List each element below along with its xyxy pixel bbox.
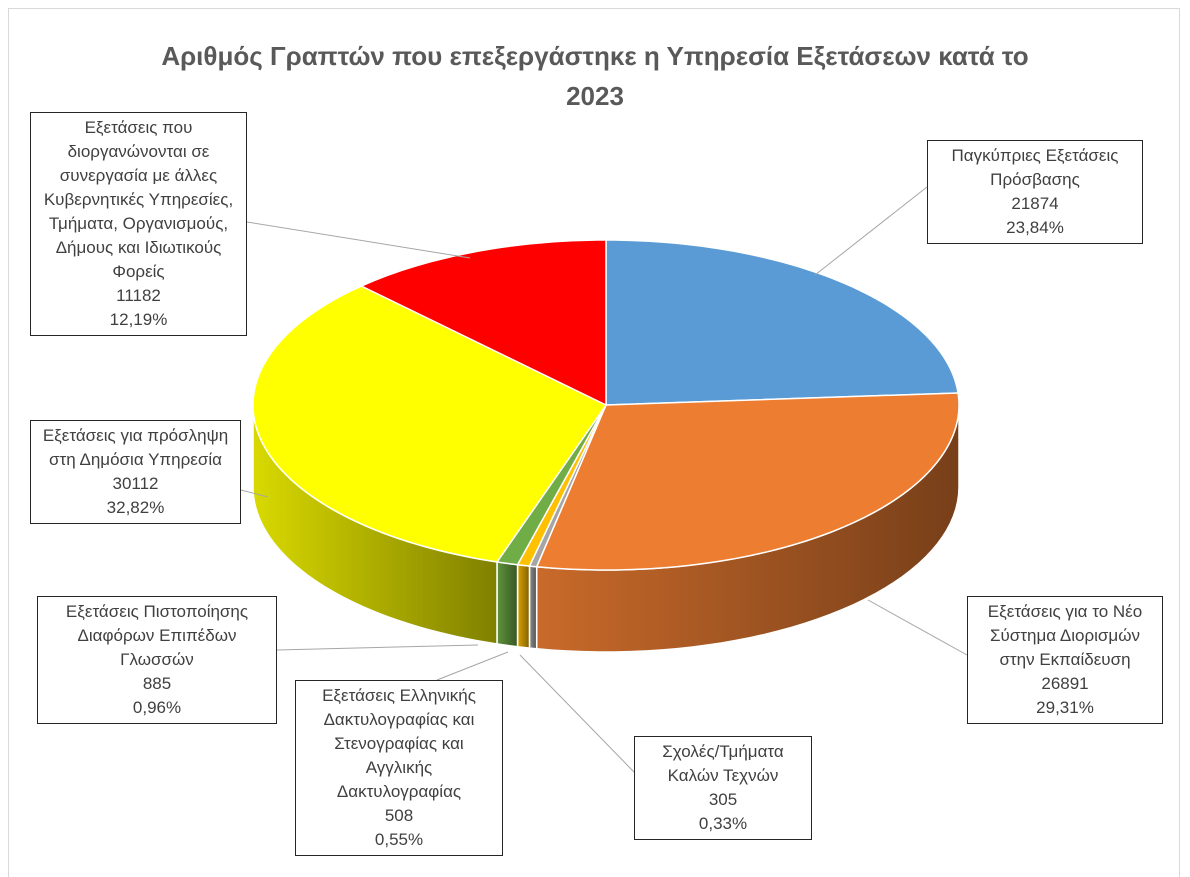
label-percent: 29,31% xyxy=(1036,698,1094,717)
label-name: Παγκύπριες Εξετάσεις Πρόσβασης xyxy=(951,146,1119,189)
data-label: Εξετάσεις που διοργανώνονται σε συνεργασ… xyxy=(30,112,247,336)
slice-side xyxy=(496,561,519,648)
data-label: Παγκύπριες Εξετάσεις Πρόσβασης 21874 23,84… xyxy=(927,140,1143,244)
label-value: 30112 xyxy=(112,474,159,493)
slice xyxy=(359,239,607,407)
label-name: Εξετάσεις για πρόσληψη στη Δημόσια Υπηρε… xyxy=(42,426,229,469)
slice xyxy=(535,392,960,571)
label-value: 508 xyxy=(384,806,414,825)
label-percent: 0,96% xyxy=(132,698,182,717)
slice xyxy=(252,285,608,563)
label-name: Εξετάσεις Πιστοποίησης Διαφόρων Επιπέδων… xyxy=(65,602,249,669)
label-percent: 32,82% xyxy=(106,498,165,517)
chart-frame xyxy=(8,8,1180,877)
data-label: Εξετάσεις Ελληνικής Δακτυλογραφίας και Σ… xyxy=(295,680,503,856)
chart-title: Αριθμός Γραπτών που επεξεργάστηκε η Υπηρ… xyxy=(161,41,1029,111)
leader-line xyxy=(519,654,635,773)
slice xyxy=(605,239,959,406)
data-label: Σχολές/Τμήματα Καλών Τεχνών 305 0,33% xyxy=(634,736,812,840)
data-label: Εξετάσεις Πιστοποίησης Διαφόρων Επιπέδων… xyxy=(37,596,277,724)
leader-line xyxy=(246,221,471,259)
slice-side xyxy=(516,563,531,649)
leader-line xyxy=(240,489,269,498)
label-value: 11182 xyxy=(116,286,161,305)
label-percent: 0,55% xyxy=(374,830,424,849)
data-label: Εξετάσεις για το Νέο Σύστημα Διορισμών σ… xyxy=(967,596,1163,724)
label-name: Εξετάσεις που διοργανώνονται σε συνεργασ… xyxy=(43,118,234,281)
label-value: 26891 xyxy=(1041,674,1089,693)
label-name: Εξετάσεις για το Νέο Σύστημα Διορισμών σ… xyxy=(987,602,1143,669)
leader-line xyxy=(276,644,479,651)
leader-line xyxy=(867,599,968,656)
label-percent: 0,33% xyxy=(698,814,748,833)
leader-line xyxy=(436,651,509,681)
leader-line xyxy=(814,186,928,276)
label-value: 885 xyxy=(142,674,172,693)
label-value: 21874 xyxy=(1011,194,1059,213)
data-label: Εξετάσεις για πρόσληψη στη Δημόσια Υπηρε… xyxy=(30,420,241,524)
label-percent: 12,19% xyxy=(109,310,168,329)
slice-side xyxy=(528,565,538,650)
label-name: Σχολές/Τμήματα Καλών Τεχνών xyxy=(662,742,784,785)
label-name: Εξετάσεις Ελληνικής Δακτυλογραφίας και Σ… xyxy=(322,686,476,801)
label-value: 305 xyxy=(708,790,738,809)
label-percent: 23,84% xyxy=(1006,218,1064,237)
